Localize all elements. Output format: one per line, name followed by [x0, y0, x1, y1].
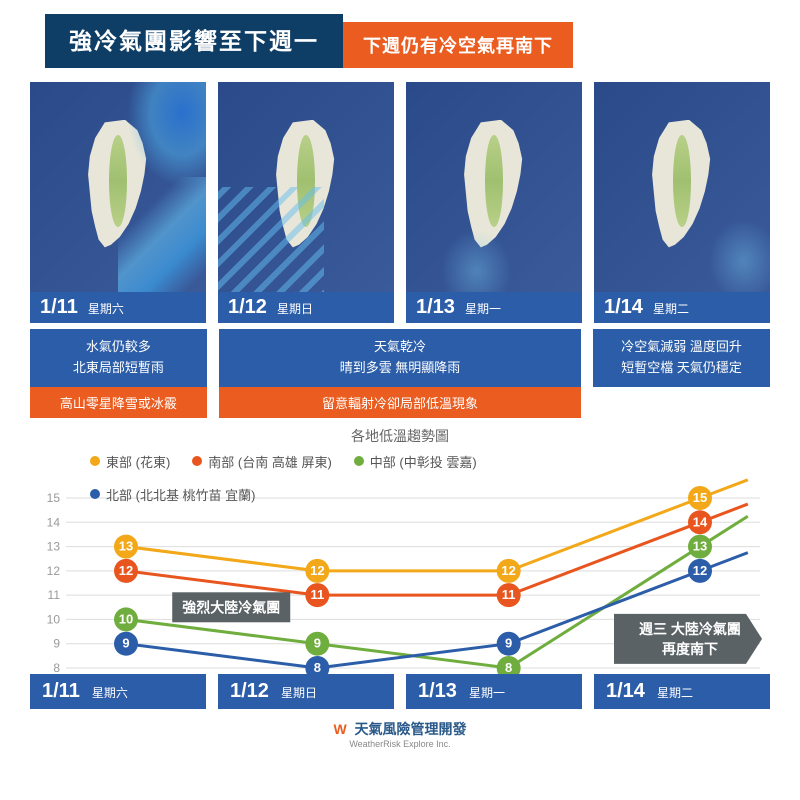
svg-text:8: 8 [53, 661, 60, 674]
map-date: 1/11 [40, 296, 78, 319]
bottom-dates-row: 1/11 星期六 1/12 星期日 1/13 星期一 1/14 星期二 [0, 674, 800, 709]
svg-text:13: 13 [693, 538, 707, 553]
bottom-date-day: 星期一 [469, 684, 505, 701]
descriptions-row: 水氣仍較多北東局部短暫雨 高山零星降雪或冰霰 天氣乾冷晴到多雲 無明顯降雨 留意… [0, 323, 800, 418]
bottom-date-0: 1/11 星期六 [30, 674, 206, 709]
bottom-date-day: 星期二 [657, 684, 693, 701]
footer: W 天氣風險管理開發 WeatherRisk Explore Inc. [0, 709, 800, 749]
svg-text:9: 9 [505, 635, 512, 650]
header-title-main: 強冷氣團影響至下週一 [45, 14, 343, 68]
header-title-sub: 下週仍有冷空氣再南下 [343, 22, 573, 68]
chart-area: 東部 (花東) 南部 (台南 高雄 屏東) 中部 (中彰投 雲嘉) 北部 (北北基 桃… [30, 448, 770, 674]
svg-text:週三 大陸冷氣團: 週三 大陸冷氣團 [639, 620, 741, 636]
desc-2-blue: 天氣乾冷晴到多雲 無明顯降雨 [219, 329, 581, 387]
legend-label: 中部 (中彰投 雲嘉) [370, 452, 477, 471]
map-day: 星期日 [277, 300, 313, 317]
bottom-date-num: 1/12 [230, 680, 269, 703]
legend-label: 南部 (台南 高雄 屏東) [208, 452, 332, 471]
desc-1-blue: 水氣仍較多北東局部短暫雨 [30, 329, 207, 387]
svg-text:12: 12 [693, 562, 707, 577]
bottom-date-num: 1/14 [606, 680, 645, 703]
svg-text:9: 9 [122, 635, 129, 650]
legend-item-north: 北部 (北北基 桃竹苗 宜蘭) [90, 485, 256, 504]
svg-text:9: 9 [53, 636, 60, 650]
svg-text:12: 12 [119, 562, 133, 577]
legend-item-east: 東部 (花東) [90, 452, 170, 471]
svg-text:強烈大陸冷氣團: 強烈大陸冷氣團 [182, 599, 280, 615]
svg-text:8: 8 [314, 660, 321, 674]
desc-group-2: 天氣乾冷晴到多雲 無明顯降雨 留意輻射冷卻局部低溫現象 [219, 329, 581, 418]
legend-dot-icon [90, 456, 100, 466]
chart-title: 各地低溫趨勢圖 [0, 418, 800, 448]
map-date-bar-1: 1/12 星期日 [218, 292, 394, 323]
desc-group-1: 水氣仍較多北東局部短暫雨 高山零星降雪或冰霰 [30, 329, 207, 418]
map-date: 1/13 [416, 296, 455, 319]
svg-text:8: 8 [505, 660, 512, 674]
svg-text:9: 9 [314, 635, 321, 650]
desc-1-orange: 高山零星降雪或冰霰 [30, 387, 207, 418]
map-card-1: 1/12 星期日 [218, 82, 394, 323]
map-image-0 [30, 82, 206, 292]
svg-text:10: 10 [119, 611, 133, 626]
legend-item-south: 南部 (台南 高雄 屏東) [192, 452, 332, 471]
map-date-bar-0: 1/11 星期六 [30, 292, 206, 323]
map-day: 星期二 [653, 300, 689, 317]
desc-group-3: 冷空氣減弱 溫度回升短暫空檔 天氣仍穩定 [593, 329, 770, 418]
svg-text:15: 15 [47, 491, 61, 505]
bottom-date-day: 星期日 [281, 684, 317, 701]
desc-2-orange: 留意輻射冷卻局部低溫現象 [219, 387, 581, 418]
map-date: 1/12 [228, 296, 267, 319]
bottom-date-1: 1/12 星期日 [218, 674, 394, 709]
infographic-container: 強冷氣團影響至下週一 下週仍有冷空氣再南下 1/11 星期六 1/12 星期日 … [0, 0, 800, 800]
svg-text:12: 12 [47, 563, 61, 577]
desc-3-blue: 冷空氣減弱 溫度回升短暫空檔 天氣仍穩定 [593, 329, 770, 387]
map-day: 星期六 [88, 300, 124, 317]
svg-text:再度南下: 再度南下 [662, 640, 718, 656]
svg-text:13: 13 [47, 539, 61, 553]
map-day: 星期一 [465, 300, 501, 317]
bottom-date-2: 1/13 星期一 [406, 674, 582, 709]
bottom-date-num: 1/11 [42, 680, 80, 703]
map-image-1 [218, 82, 394, 292]
svg-text:11: 11 [310, 587, 324, 602]
svg-text:11: 11 [48, 588, 61, 602]
svg-text:10: 10 [47, 612, 61, 626]
map-date: 1/14 [604, 296, 643, 319]
svg-text:14: 14 [47, 515, 61, 529]
chart-legend: 東部 (花東) 南部 (台南 高雄 屏東) 中部 (中彰投 雲嘉) 北部 (北北基 桃… [90, 452, 490, 504]
svg-text:12: 12 [310, 562, 324, 577]
svg-text:11: 11 [502, 587, 516, 602]
svg-text:12: 12 [501, 562, 515, 577]
bottom-date-3: 1/14 星期二 [594, 674, 770, 709]
svg-text:15: 15 [693, 490, 707, 505]
line-south [126, 504, 748, 595]
legend-label: 北部 (北北基 桃竹苗 宜蘭) [106, 485, 256, 504]
footer-sub: WeatherRisk Explore Inc. [0, 739, 800, 749]
header: 強冷氣團影響至下週一 下週仍有冷空氣再南下 [0, 0, 800, 78]
bottom-date-num: 1/13 [418, 680, 457, 703]
map-card-0: 1/11 星期六 [30, 82, 206, 323]
map-date-bar-2: 1/13 星期一 [406, 292, 582, 323]
legend-dot-icon [354, 456, 364, 466]
maps-row: 1/11 星期六 1/12 星期日 1/13 星期一 1/14 星期二 [0, 78, 800, 323]
svg-text:14: 14 [693, 514, 708, 529]
legend-dot-icon [192, 456, 202, 466]
map-image-2 [406, 82, 582, 292]
legend-item-central: 中部 (中彰投 雲嘉) [354, 452, 477, 471]
legend-label: 東部 (花東) [106, 452, 170, 471]
logo-icon: W [333, 721, 346, 737]
footer-brand: 天氣風險管理開發 [355, 721, 467, 737]
bottom-date-day: 星期六 [92, 684, 128, 701]
map-date-bar-3: 1/14 星期二 [594, 292, 770, 323]
legend-dot-icon [90, 489, 100, 499]
svg-text:13: 13 [119, 538, 133, 553]
map-image-3 [594, 82, 770, 292]
map-card-2: 1/13 星期一 [406, 82, 582, 323]
map-card-3: 1/14 星期二 [594, 82, 770, 323]
